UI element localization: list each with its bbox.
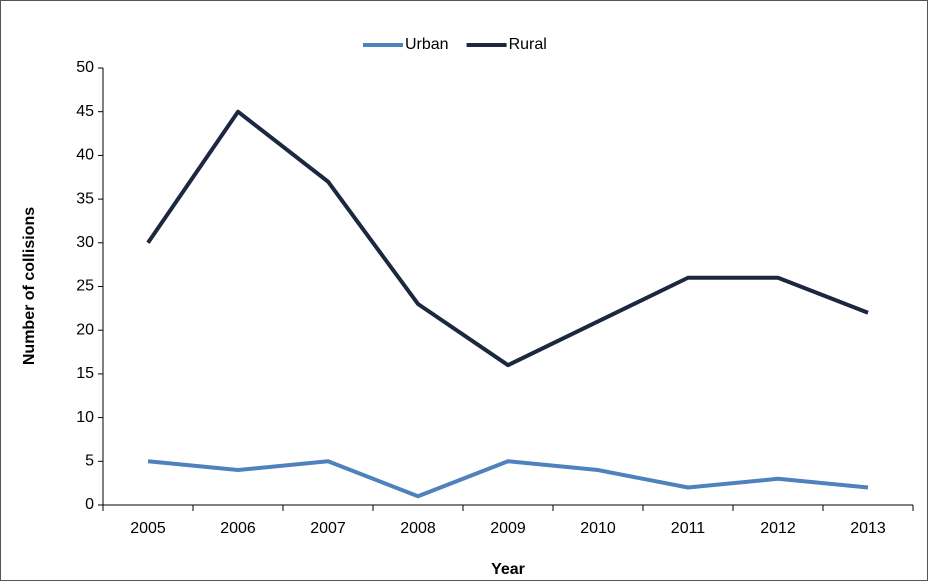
series-line (146, 109, 869, 368)
y-axis-label: Number of collisions (21, 207, 38, 365)
y-tick-label: 40 (76, 147, 94, 164)
x-tick-label: 2009 (490, 520, 526, 537)
x-axis-label: Year (491, 561, 525, 578)
x-tick-label: 2008 (400, 520, 436, 537)
y-tick-label: 50 (76, 59, 94, 76)
y-tick-label: 20 (76, 321, 94, 338)
y-tick-label: 45 (76, 103, 94, 120)
x-tick-label: 2012 (760, 520, 796, 537)
y-tick-label: 25 (76, 278, 94, 295)
y-tick-label: 30 (76, 234, 94, 251)
y-tick-label: 10 (76, 409, 94, 426)
x-tick-label: 2010 (580, 520, 616, 537)
y-tick-label: 5 (85, 453, 94, 470)
x-tick-label: 2011 (671, 520, 706, 537)
y-tick-label: 35 (76, 190, 94, 207)
x-tick-label: 2007 (310, 520, 346, 537)
legend-label: Rural (509, 36, 547, 53)
y-tick-label: 0 (85, 496, 94, 513)
y-tick-label: 15 (76, 365, 94, 382)
x-tick-label: 2005 (130, 520, 166, 537)
series-line (147, 459, 869, 499)
x-tick-label: 2006 (220, 520, 256, 537)
x-tick-label: 2013 (850, 520, 886, 537)
legend-label: Urban (405, 36, 449, 53)
